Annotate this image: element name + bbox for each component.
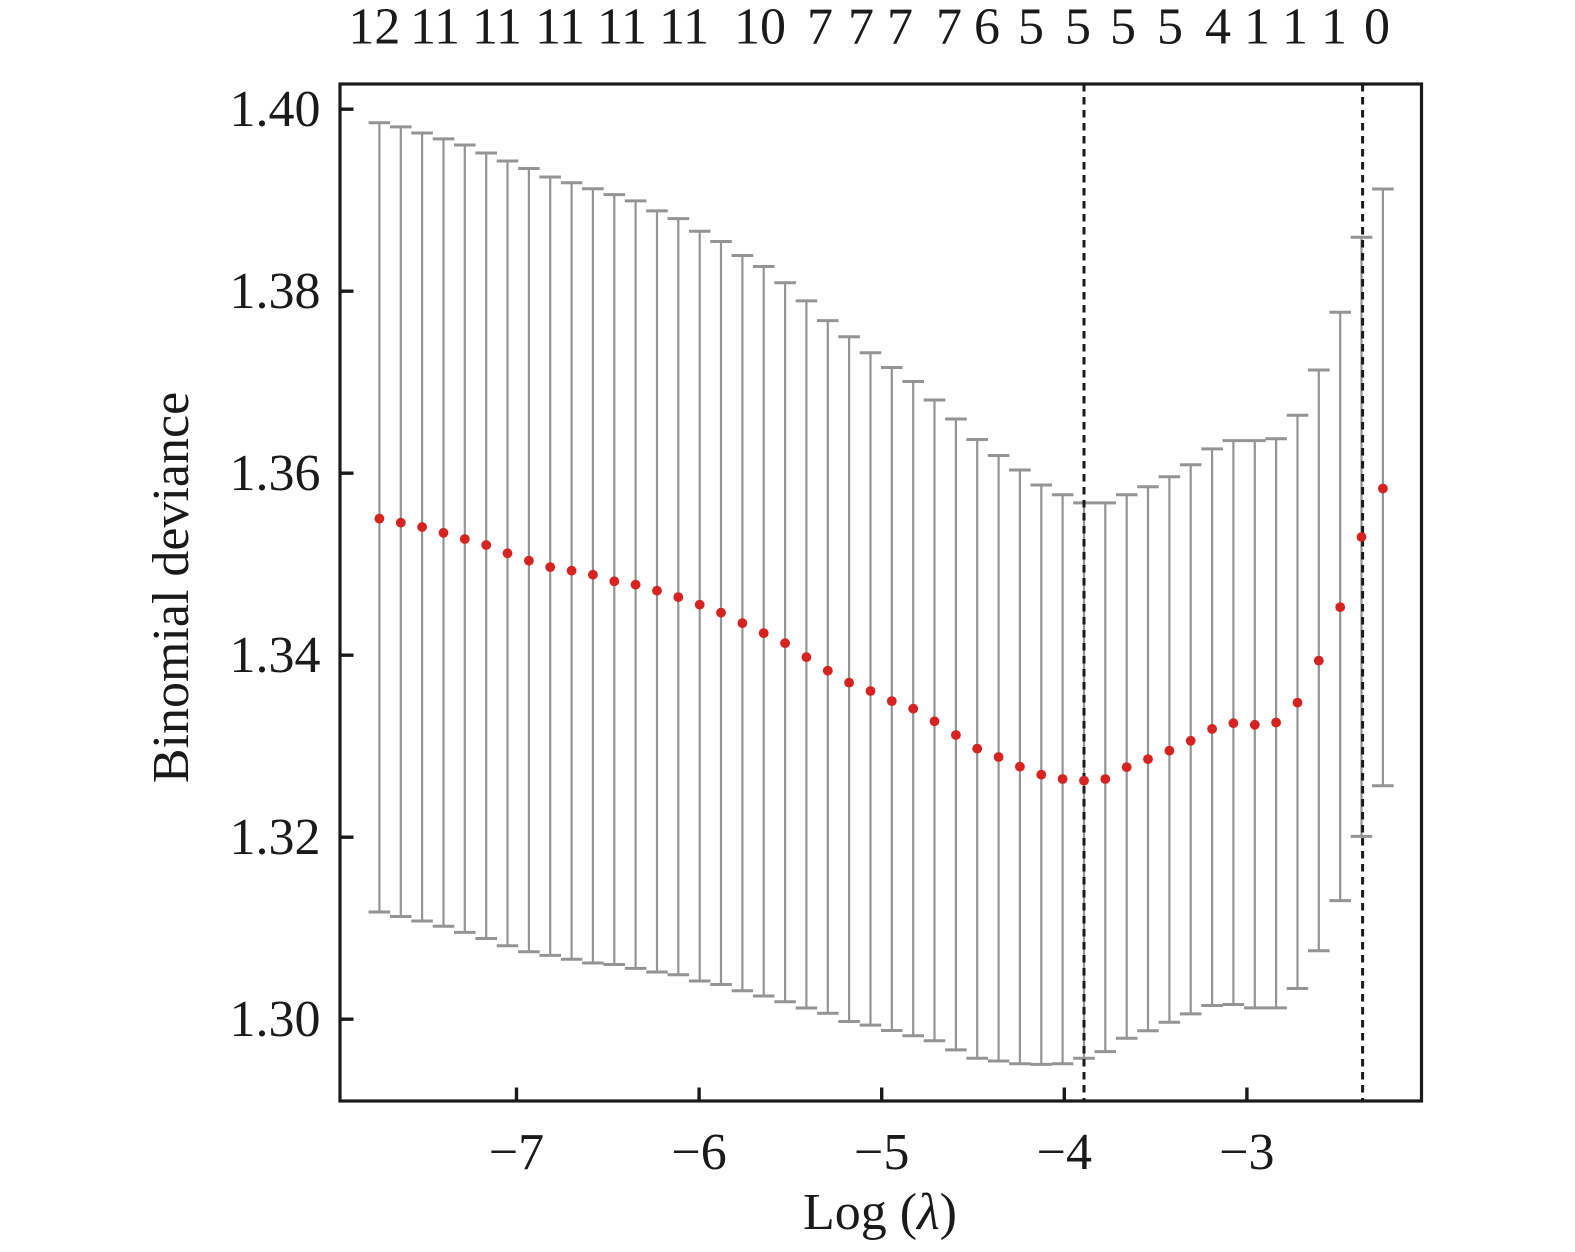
- svg-text:1.36: 1.36: [230, 445, 321, 502]
- svg-text:6: 6: [974, 0, 1000, 56]
- svg-text:7: 7: [848, 0, 874, 56]
- svg-text:0: 0: [1364, 0, 1390, 56]
- svg-text:5: 5: [1065, 0, 1091, 56]
- svg-text:5: 5: [1018, 0, 1044, 56]
- svg-text:5: 5: [1157, 0, 1183, 56]
- svg-text:1: 1: [1321, 0, 1347, 56]
- svg-text:4: 4: [1205, 0, 1231, 56]
- svg-text:7: 7: [807, 0, 833, 56]
- svg-text:11: 11: [659, 0, 709, 56]
- svg-text:1.38: 1.38: [230, 263, 321, 320]
- svg-text:−7: −7: [489, 1124, 544, 1181]
- svg-text:1.32: 1.32: [230, 809, 321, 866]
- svg-text:7: 7: [936, 0, 962, 56]
- svg-text:1: 1: [1244, 0, 1270, 56]
- svg-text:−4: −4: [1037, 1124, 1092, 1181]
- svg-text:12: 12: [348, 0, 400, 56]
- svg-text:1.40: 1.40: [230, 81, 321, 138]
- svg-text:7: 7: [887, 0, 913, 56]
- svg-text:1: 1: [1282, 0, 1308, 56]
- svg-text:11: 11: [410, 0, 460, 56]
- svg-text:10: 10: [734, 0, 786, 56]
- svg-text:1.34: 1.34: [230, 627, 321, 684]
- svg-text:11: 11: [535, 0, 585, 56]
- svg-text:Log (λ): Log (λ): [803, 1184, 957, 1241]
- svg-text:11: 11: [472, 0, 522, 56]
- svg-text:−6: −6: [671, 1124, 726, 1181]
- svg-text:−5: −5: [854, 1124, 909, 1181]
- svg-text:1.30: 1.30: [230, 991, 321, 1048]
- svg-text:5: 5: [1110, 0, 1136, 56]
- svg-text:Binomial deviance: Binomial deviance: [143, 392, 200, 783]
- svg-text:−3: −3: [1219, 1124, 1274, 1181]
- svg-text:11: 11: [597, 0, 647, 56]
